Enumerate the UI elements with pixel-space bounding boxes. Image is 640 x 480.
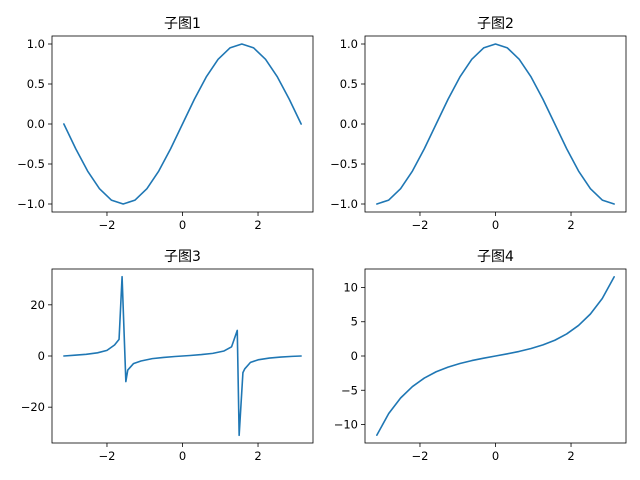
subplot-1-title: 子图1 (164, 16, 201, 32)
subplot-4-ytick-label: 10 (343, 280, 358, 294)
subplot-3-series-line (63, 275, 302, 437)
subplot-1: 子图1 −2 0 2 −1.0 −0.5 0.0 0.5 1.0 (17, 16, 314, 232)
subplot-1-xtick-label: −2 (98, 218, 115, 232)
subplot-2-xtick-label: 0 (492, 218, 499, 232)
subplot-4-xtick-label: 2 (567, 449, 574, 463)
subplot-4-series-line (376, 276, 615, 436)
subplot-2-xtick-label: 2 (567, 218, 574, 232)
subplot-2-series-line (376, 43, 615, 205)
subplot-4-xtick-label: −2 (411, 449, 428, 463)
subplot-1-ytick-label: 0.0 (27, 117, 45, 131)
subplot-4-xtick-label: 0 (492, 449, 499, 463)
subplot-3-ytick-label: −20 (21, 400, 45, 414)
subplot-1-ytick-label: −0.5 (17, 157, 45, 171)
subplot-2-ytick-label: −1.0 (330, 197, 358, 211)
subplot-1-xtick-label: 2 (254, 218, 261, 232)
subplot-4-ytick-label: 5 (351, 315, 358, 329)
subplot-2-ytick-label: −0.5 (330, 157, 358, 171)
subplot-1-ytick-label: −1.0 (17, 197, 45, 211)
subplot-2-xtick-label: −2 (411, 218, 428, 232)
subplot-2-ytick-label: 0.0 (340, 117, 358, 131)
subplot-4-title: 子图4 (477, 249, 514, 265)
subplot-4-ytick-label: −10 (334, 418, 358, 432)
subplot-3-title: 子图3 (164, 249, 201, 265)
subplot-4: 子图4 −2 0 2 −10 −5 0 5 10 (334, 249, 627, 463)
subplot-3-ytick-label: 0 (38, 349, 45, 363)
subplot-3-ytick-label: 20 (30, 298, 45, 312)
subplot-2-title: 子图2 (477, 16, 514, 32)
subplot-2: 子图2 −2 0 2 −1.0 −0.5 0.0 0.5 1.0 (330, 16, 627, 232)
subplot-1-ytick-label: 1.0 (27, 37, 45, 51)
subplot-4-ytick-label: 0 (351, 349, 358, 363)
subplot-3-xtick-label: −2 (98, 449, 115, 463)
subplot-2-ytick-label: 1.0 (340, 37, 358, 51)
subplot-2-ytick-label: 0.5 (340, 77, 358, 91)
subplot-1-xtick-label: 0 (179, 218, 186, 232)
subplot-1-series-line (63, 43, 302, 205)
subplot-3-xtick-label: 2 (254, 449, 261, 463)
subplot-1-ytick-label: 0.5 (27, 77, 45, 91)
subplot-4-ytick-label: −5 (341, 383, 358, 397)
subplot-3-xtick-label: 0 (179, 449, 186, 463)
